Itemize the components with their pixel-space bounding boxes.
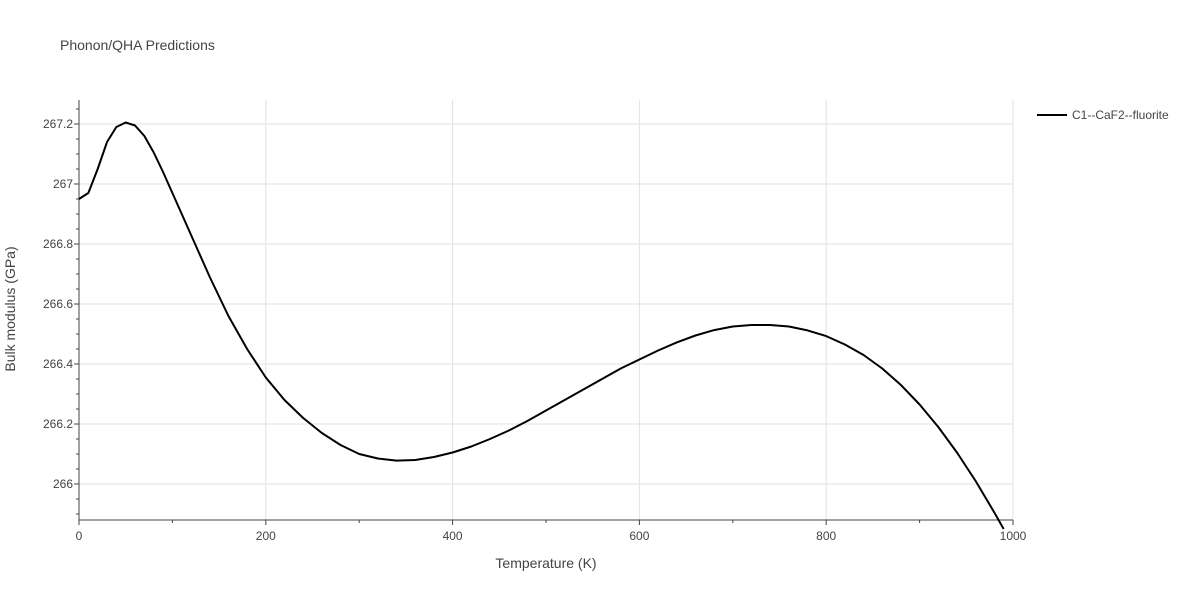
x-tick-label: 600 [629, 529, 649, 543]
y-tick-label: 266.6 [43, 297, 73, 311]
y-tick-label: 267.2 [43, 117, 73, 131]
x-tick-label: 1000 [1000, 529, 1027, 543]
x-tick-label: 400 [443, 529, 463, 543]
x-tick-label: 200 [256, 529, 276, 543]
y-tick-label: 266.4 [43, 357, 73, 371]
series-layer [78, 121, 1005, 530]
chart-title: Phonon/QHA Predictions [60, 37, 215, 53]
x-tick-label: 800 [816, 529, 836, 543]
legend-label[interactable]: C1--CaF2--fluorite [1072, 108, 1169, 122]
x-axis-title: Temperature (K) [495, 555, 596, 571]
y-tick-label: 266 [53, 477, 73, 491]
y-tick-label: 267 [53, 177, 73, 191]
axes-layer: 0 200 400 600 800 1000 266 266.2 266.4 266.6 266.8… [43, 100, 1027, 543]
x-tick-label: 0 [76, 529, 83, 543]
y-tick-label: 266.8 [43, 237, 73, 251]
y-axis-title: Bulk modulus (GPa) [2, 246, 18, 371]
series-line[interactable] [78, 121, 1005, 530]
y-tick-label: 266.2 [43, 417, 73, 431]
grid-layer [79, 100, 1014, 520]
legend[interactable]: C1--CaF2--fluorite [1037, 108, 1169, 122]
